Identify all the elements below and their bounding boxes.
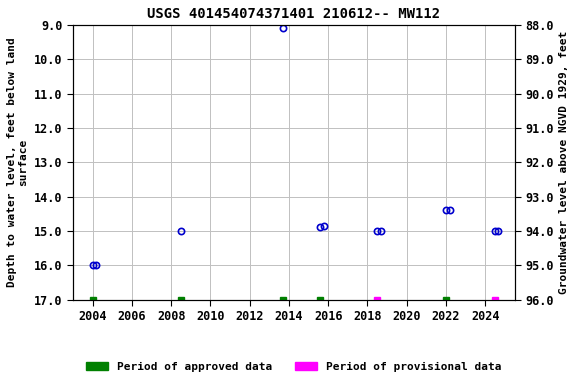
Legend: Period of approved data, Period of provisional data: Period of approved data, Period of provi… — [82, 358, 506, 376]
Y-axis label: Groundwater level above NGVD 1929, feet: Groundwater level above NGVD 1929, feet — [559, 31, 569, 294]
Title: USGS 401454074371401 210612-- MW112: USGS 401454074371401 210612-- MW112 — [147, 7, 441, 21]
Y-axis label: Depth to water level, feet below land
surface: Depth to water level, feet below land su… — [7, 37, 29, 287]
